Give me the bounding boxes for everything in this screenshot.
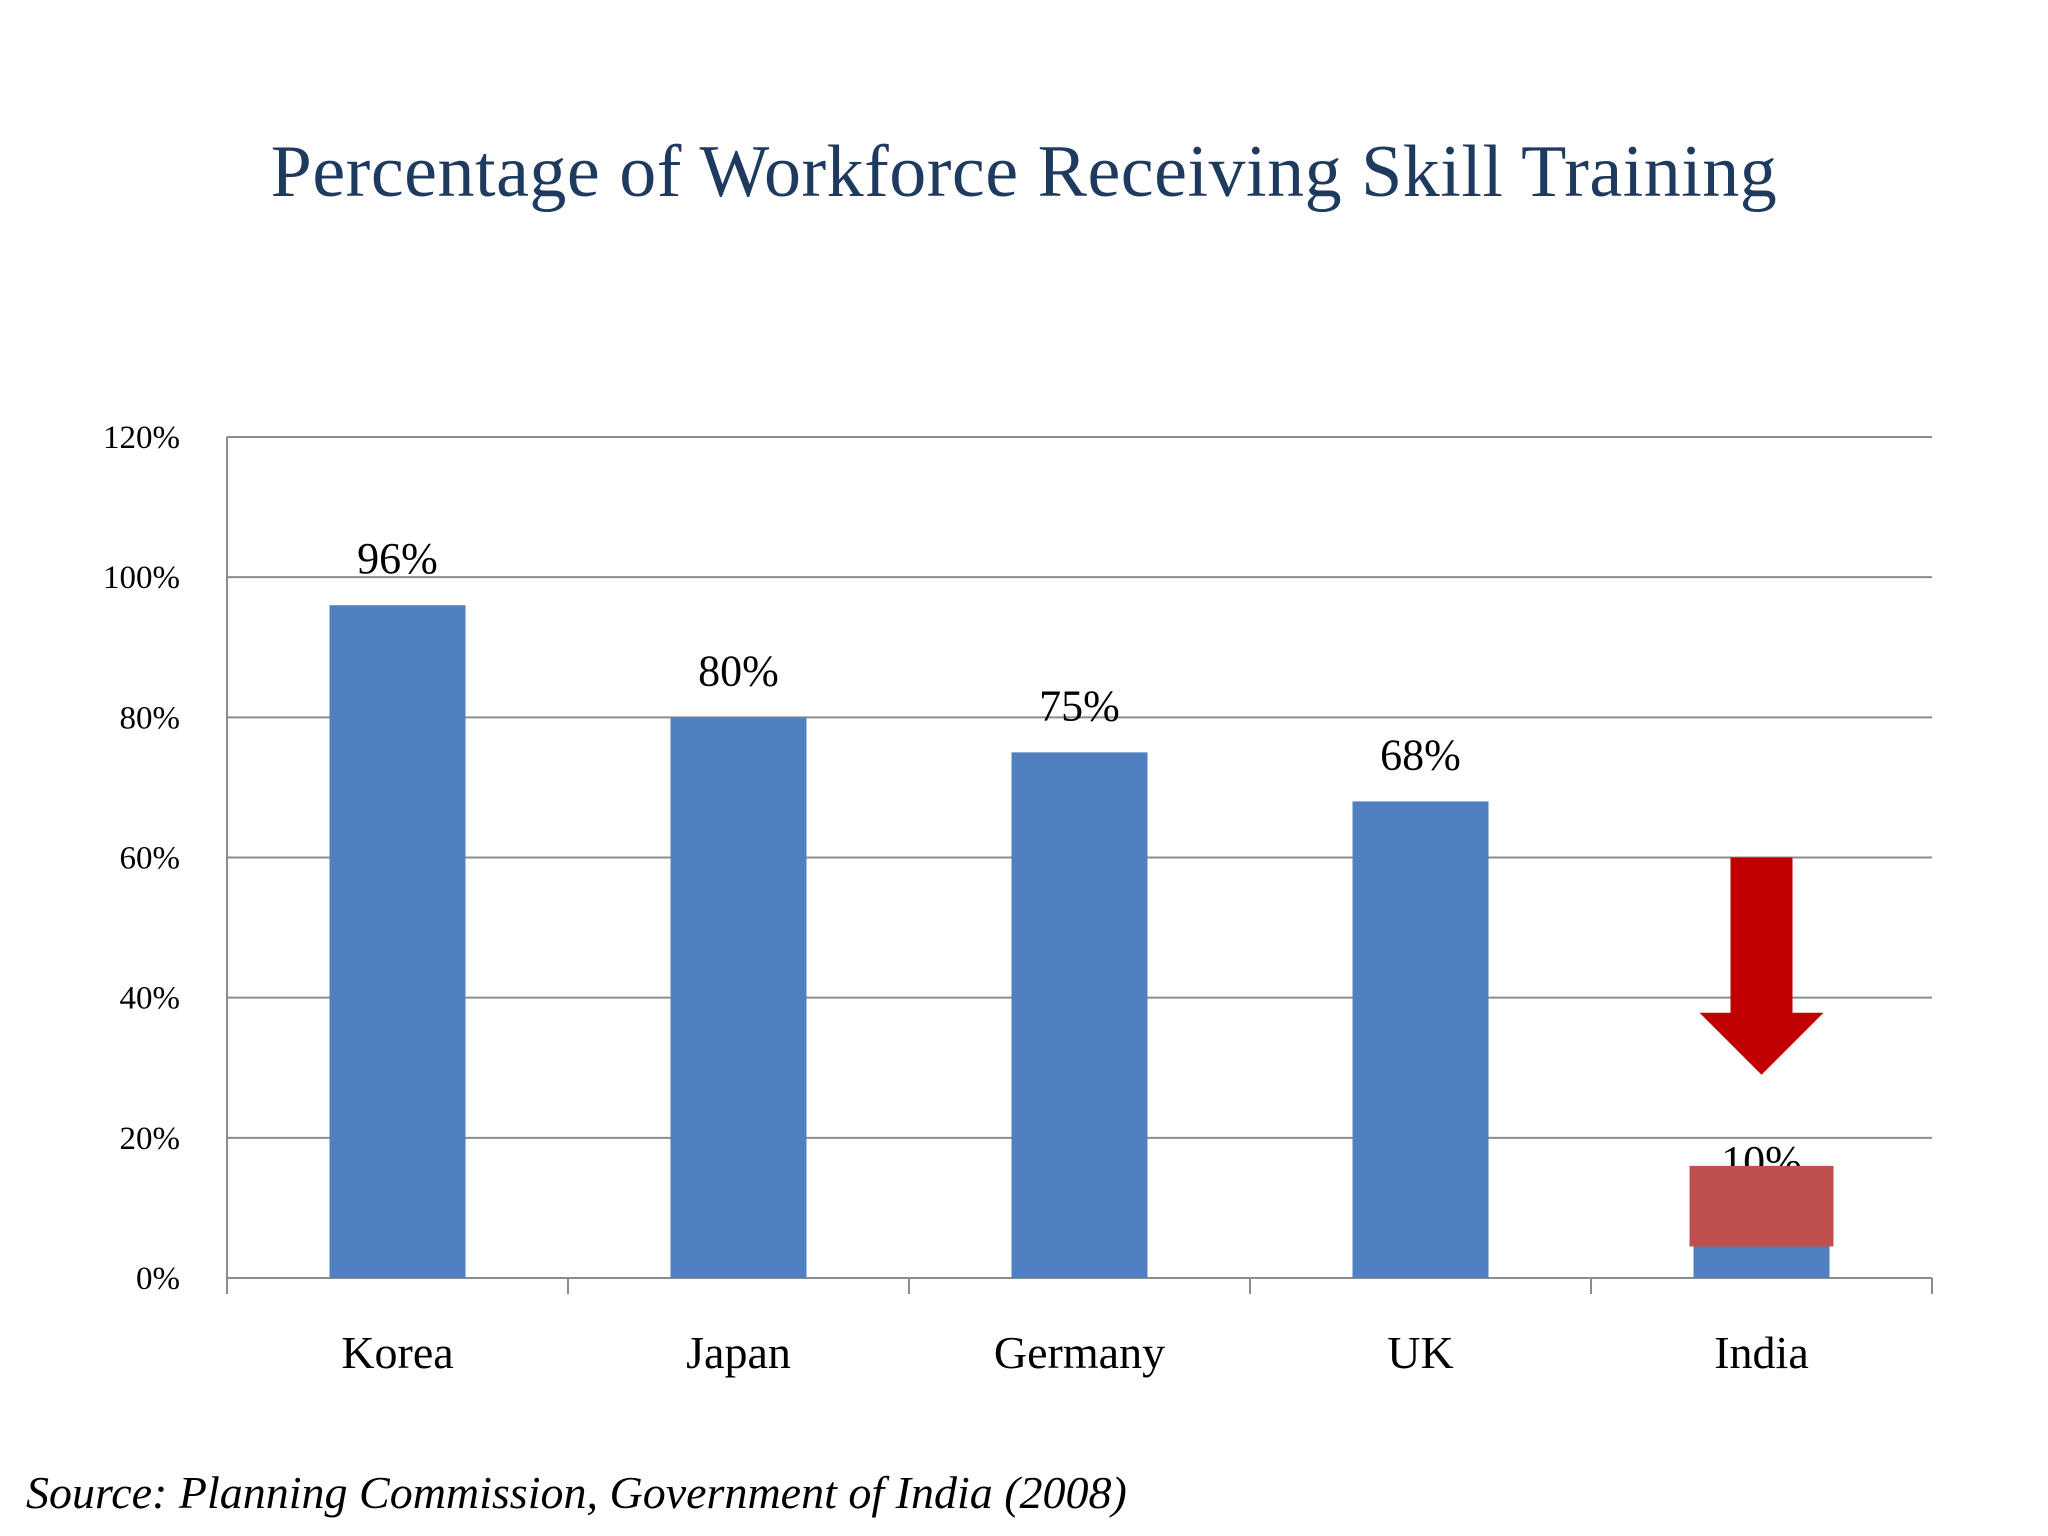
- bar-japan: [670, 717, 807, 1278]
- y-tick-label: 20%: [120, 1121, 181, 1157]
- category-label-japan: Japan: [686, 1327, 791, 1378]
- y-tick-label: 100%: [103, 560, 180, 596]
- category-label-germany: Germany: [994, 1327, 1165, 1378]
- y-tick-label: 0%: [136, 1261, 180, 1297]
- bar-korea: [329, 605, 466, 1278]
- y-tick-label: 120%: [103, 420, 180, 456]
- down-arrow-icon: [1699, 857, 1824, 1075]
- chart-title: Percentage of Workforce Receiving Skill …: [270, 131, 1778, 213]
- category-label-korea: Korea: [341, 1327, 453, 1378]
- bar-uk: [1352, 801, 1489, 1278]
- y-tick-label: 60%: [120, 841, 181, 877]
- category-label-india: India: [1714, 1327, 1809, 1378]
- highlight-box: [1689, 1165, 1834, 1247]
- y-tick-label: 80%: [120, 700, 181, 736]
- data-label-korea: 96%: [357, 534, 438, 583]
- bar-germany: [1011, 752, 1148, 1278]
- y-tick-label: 40%: [120, 981, 181, 1017]
- data-label-japan: 80%: [698, 646, 779, 695]
- category-label-uk: UK: [1387, 1327, 1453, 1378]
- source-note: Source: Planning Commission, Government …: [26, 1467, 1127, 1518]
- data-label-germany: 75%: [1039, 681, 1120, 730]
- data-label-uk: 68%: [1380, 730, 1461, 779]
